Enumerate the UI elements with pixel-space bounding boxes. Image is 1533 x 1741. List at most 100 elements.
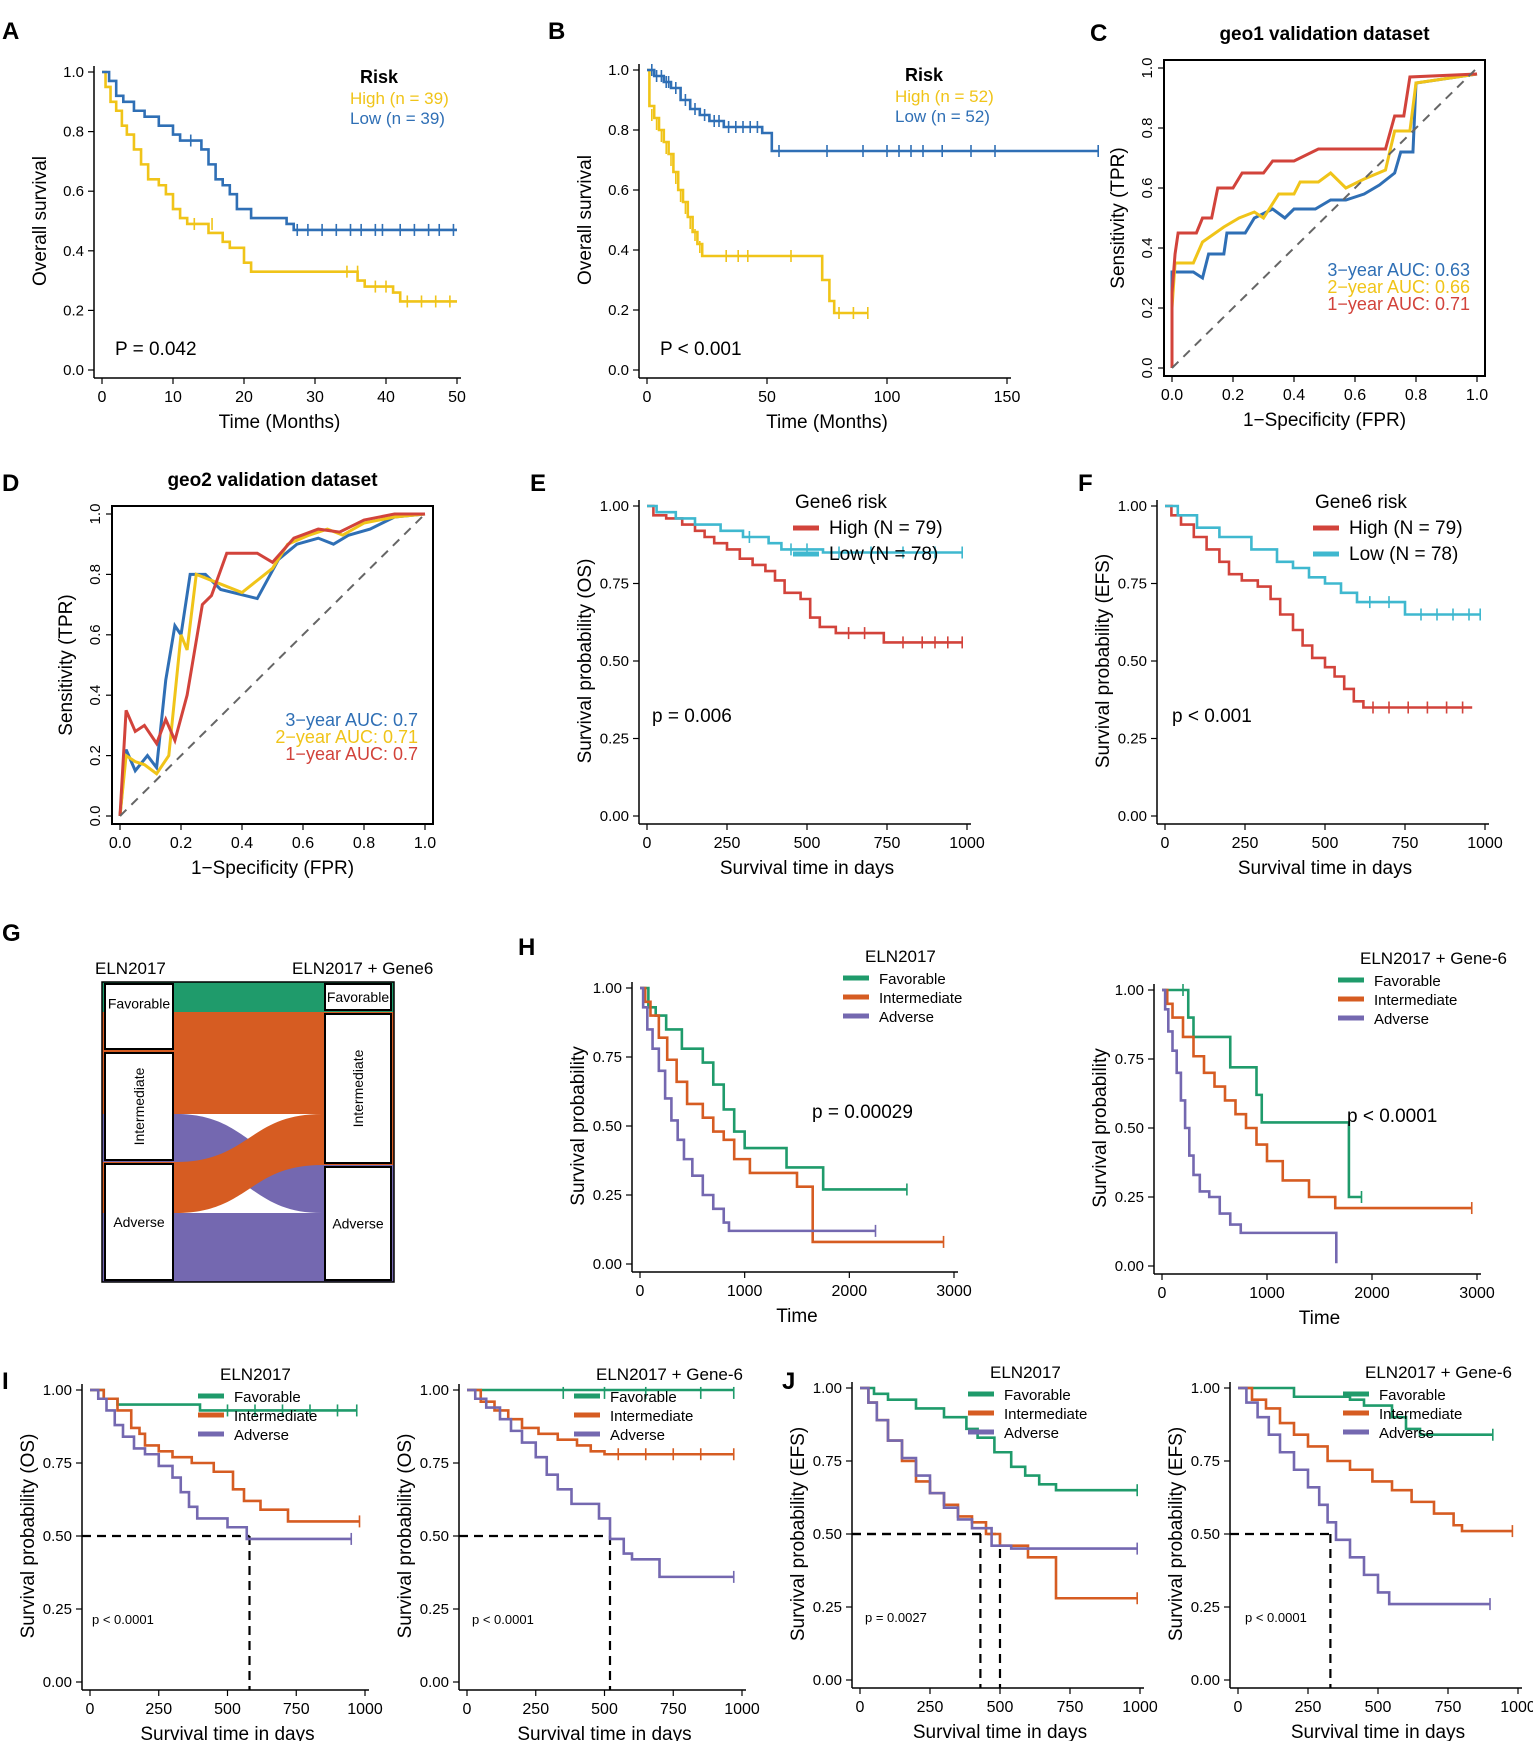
x-tick-label: 0 [643, 835, 652, 852]
series-adverse [1238, 1386, 1490, 1606]
y-tick-label: 0.50 [1118, 653, 1147, 670]
panel-letter: I [2, 1368, 9, 1395]
x-tick-label: 750 [874, 835, 901, 852]
chart-title: ELN2017 + Gene-6 [1360, 949, 1507, 968]
y-axis-label: Sensitivity (TPR) [1108, 147, 1129, 288]
x-tick-label: 150 [994, 389, 1021, 406]
x-tick-label: 0 [643, 389, 652, 406]
legend-entry: Low (n = 39) [350, 109, 445, 128]
x-tick-label: 750 [1392, 835, 1419, 852]
p-value-annotation: p < 0.0001 [1245, 1610, 1307, 1625]
legend-entry: Low (N = 78) [1349, 544, 1458, 565]
y-axis-label: Survival probability (OS) [18, 1434, 39, 1639]
legend-entry: High (N = 79) [829, 518, 943, 539]
chart-title: geo2 validation dataset [167, 470, 378, 491]
x-tick-label: 0 [463, 1701, 472, 1718]
y-tick-label: 0.2 [608, 302, 629, 319]
x-tick-label: 250 [1295, 1699, 1322, 1716]
legend-entry: Favorable [1374, 973, 1441, 990]
x-tick-label: 40 [377, 389, 395, 406]
x-tick-label: 0 [1158, 1285, 1167, 1302]
sankey-left-node [104, 1163, 174, 1281]
chart-h1: H 0 1000 2000 3000 0.00 0.25 0.50 0.75 1.00 Time Su… [518, 934, 972, 1327]
sankey-panel: G ELN2017 ELN2017 + Gene6 Favorable Intermed… [2, 920, 433, 1283]
y-tick-label: 0.25 [600, 731, 629, 748]
x-axis-label: Time (Months) [766, 412, 888, 433]
y-tick-label: 0.25 [1118, 731, 1147, 748]
p-value-annotation: p = 0.00029 [812, 1102, 913, 1123]
x-tick-label: 0.8 [1405, 387, 1427, 404]
chart-i1: I 0 250 500 750 1000 0.00 0.25 0.50 0.75 1.00 Survi… [2, 1365, 383, 1741]
sankey-frame [101, 981, 395, 1283]
legend-entry: Adverse [1004, 1425, 1059, 1442]
x-tick-label: 750 [1057, 1699, 1084, 1716]
y-tick-label: 0.25 [420, 1601, 449, 1618]
y-tick-label: 1.0 [608, 62, 629, 79]
y-tick-label: 0.50 [600, 653, 629, 670]
series-2-year [1170, 72, 1478, 368]
y-tick-label: 0.50 [1191, 1526, 1220, 1543]
y-tick-label: 0.2 [1139, 298, 1156, 319]
p-value-annotation: P < 0.001 [660, 339, 742, 360]
y-tick-label: 1.00 [1191, 1380, 1220, 1397]
p-value-annotation: p = 0.006 [652, 706, 732, 727]
sankey-flow-adverse-to-adverse [102, 1213, 394, 1282]
series-intermediate [467, 1388, 734, 1456]
chart-b: B 0 50 100 150 0.0 0.2 0.4 0.6 0.8 1.0 Time (Months… [548, 18, 1099, 433]
y-tick-label: 1.00 [1118, 498, 1147, 515]
y-tick-label: 0.8 [1139, 118, 1156, 139]
chart-f: F 0 250 500 750 1000 0.00 0.25 0.50 0.75 1.00 Survi… [1078, 470, 1503, 879]
legend-entry: Intermediate [234, 1408, 317, 1425]
x-tick-label: 0 [86, 1701, 95, 1718]
legend-entry: Low (n = 52) [895, 107, 990, 126]
p-value-annotation: P = 0.042 [115, 339, 197, 360]
y-tick-label: 0.25 [813, 1599, 842, 1616]
panel-letter: B [548, 18, 565, 45]
x-tick-label: 0.6 [292, 835, 314, 852]
x-tick-label: 500 [1312, 835, 1339, 852]
x-tick-label: 1000 [1500, 1699, 1533, 1716]
x-tick-label: 0 [1234, 1699, 1243, 1716]
x-tick-label: 250 [1232, 835, 1259, 852]
y-tick-label: 0.6 [608, 182, 629, 199]
x-tick-label: 1000 [1122, 1699, 1158, 1716]
x-tick-label: 500 [987, 1699, 1014, 1716]
y-tick-label: 0.00 [600, 808, 629, 825]
y-axis-label: Overall survival [30, 156, 51, 286]
legend-title: Risk [905, 65, 944, 85]
panel-letter: J [782, 1368, 795, 1395]
y-tick-label: 0.00 [1115, 1258, 1144, 1275]
sankey-flow-favorable-to-intermediate [102, 1012, 394, 1051]
y-tick-label: 1.0 [63, 64, 84, 81]
x-tick-label: 50 [448, 389, 466, 406]
y-tick-label: 0.8 [608, 122, 629, 139]
series-intermediate [860, 1386, 1138, 1600]
x-tick-label: 1000 [347, 1701, 383, 1718]
y-tick-label: 0.0 [608, 362, 629, 379]
panel-letter: A [2, 18, 19, 45]
sankey-right-title: ELN2017 + Gene6 [292, 959, 433, 978]
x-axis-label: Survival time in days [140, 1724, 314, 1741]
x-tick-label: 3000 [1459, 1285, 1495, 1302]
panel-letter: C [1090, 20, 1107, 47]
x-axis-label: Survival time in days [1291, 1722, 1465, 1741]
y-tick-label: 1.00 [600, 498, 629, 515]
y-axis-label: Survival probability (EFS) [1093, 554, 1114, 768]
x-axis-label: Time (Months) [219, 412, 341, 433]
y-tick-label: 1.00 [813, 1380, 842, 1397]
sankey-flow-adverse-to-intermediate [102, 1114, 394, 1213]
p-value-annotation: p = 0.0027 [865, 1610, 927, 1625]
legend-entry: Intermediate [1374, 992, 1457, 1009]
chart-h2: 0 1000 2000 3000 0.00 0.25 0.50 0.75 1.00 Time Sur… [1090, 949, 1507, 1329]
sankey-left-node [104, 1052, 174, 1161]
y-tick-label: 0.25 [43, 1601, 72, 1618]
x-axis-label: 1−Specificity (FPR) [191, 858, 354, 879]
panel-letter: E [530, 470, 546, 497]
series-low [647, 68, 1099, 153]
legend-entry: 2−year AUC: 0.71 [275, 727, 418, 747]
series-adverse [467, 1388, 734, 1579]
y-tick-label: 0.00 [813, 1672, 842, 1689]
x-tick-label: 250 [522, 1701, 549, 1718]
y-tick-label: 0.0 [87, 806, 104, 827]
series-2-year [118, 512, 426, 817]
